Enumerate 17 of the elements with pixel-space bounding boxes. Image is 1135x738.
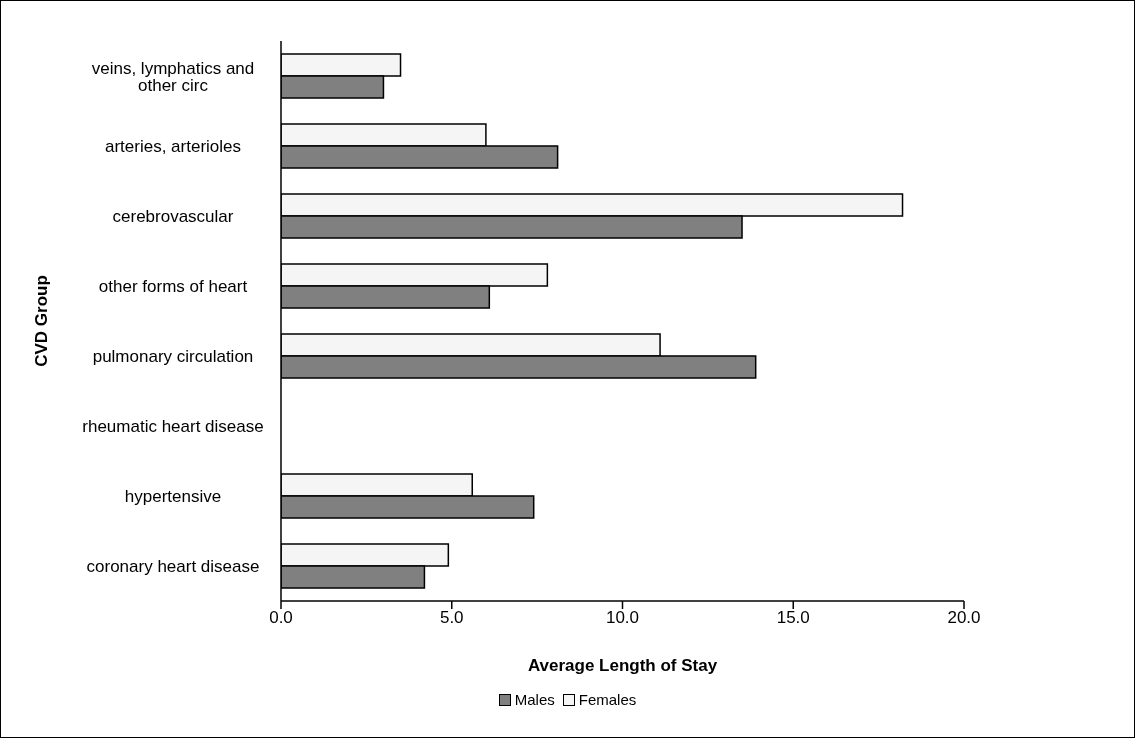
x-tick-label: 15.0 (776, 608, 810, 628)
x-tick-label: 10.0 (605, 608, 640, 628)
y-tick-label: arteries, arterioles (104, 137, 242, 157)
y-tick-label: cerebrovascular (112, 207, 234, 227)
legend-label: Females (577, 691, 637, 708)
legend-label: Males (513, 691, 555, 708)
y-tick-label: pulmonary circulation (92, 347, 254, 367)
y-tick-label: veins, lymphatics and other circ (91, 58, 255, 95)
x-tick-label: 0.0 (269, 608, 293, 628)
y-tick-label: hypertensive (124, 487, 222, 507)
x-tick-label: 20.0 (947, 608, 981, 628)
y-tick-label: other forms of heart (98, 277, 248, 297)
y-tick-label: rheumatic heart disease (82, 417, 264, 437)
x-tick-label: 5.0 (439, 608, 464, 628)
y-tick-label: coronary heart disease (86, 557, 260, 577)
y-axis-title: CVD Group (32, 275, 52, 367)
x-axis-title: Average Length of Stay (527, 656, 718, 675)
